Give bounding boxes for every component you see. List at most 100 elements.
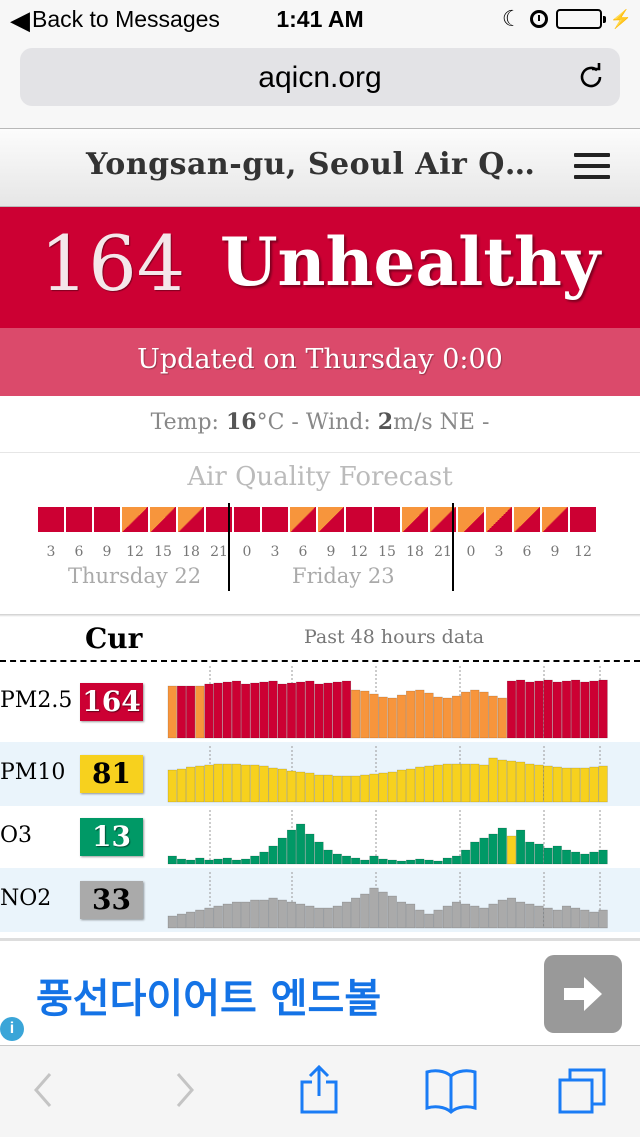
sparkline-bar <box>516 761 526 803</box>
pollutant-sparkline[interactable] <box>0 662 640 742</box>
sparkline-bar <box>580 767 590 803</box>
back-to-app-link[interactable]: ◀ Back to Messages <box>10 6 220 33</box>
sparkline-bar <box>369 693 379 739</box>
forecast-cell[interactable] <box>458 507 484 532</box>
forecast-cell[interactable] <box>262 507 288 532</box>
sparkline-bar <box>598 679 608 739</box>
sparkline-bar <box>369 855 379 865</box>
forecast-cell[interactable] <box>66 507 92 532</box>
sparkline-bar <box>525 903 535 929</box>
sparkline-bar <box>213 682 223 739</box>
forecast-title: Air Quality Forecast <box>187 462 453 492</box>
pollutant-value-box: 164 <box>80 683 143 721</box>
pollutant-value-box: 33 <box>80 881 143 919</box>
sparkline-bar <box>195 685 205 739</box>
sparkline-bar <box>571 851 581 865</box>
sparkline-bar <box>231 901 242 929</box>
ad-banner[interactable]: 풍선다이어트 엔드볼 i <box>0 938 640 1045</box>
sparkline-bar <box>461 849 471 865</box>
sparkline-bar <box>488 903 498 929</box>
forecast-cell[interactable] <box>290 507 316 532</box>
sparkline-bar <box>552 766 562 803</box>
forward-icon[interactable] <box>170 1068 198 1112</box>
sparkline-bar <box>525 841 535 865</box>
forecast-cell[interactable] <box>346 507 372 532</box>
pollutant-name: O3 <box>0 823 33 848</box>
sparkline-bar <box>406 690 416 739</box>
sparkline-bar <box>323 907 333 929</box>
sparkline-bar <box>250 899 260 929</box>
sparkline-bar <box>204 907 214 929</box>
sparkline-bar <box>387 895 397 929</box>
sparkline-bar <box>314 683 324 739</box>
forecast-hour-tick: 15 <box>378 544 396 560</box>
forecast-hour-tick: 9 <box>550 544 560 560</box>
sparkline-bar <box>286 682 297 739</box>
sparkline-bar <box>323 682 333 739</box>
sparkline-bar <box>259 681 269 739</box>
sparkline-bar <box>231 763 242 803</box>
forecast-cell[interactable] <box>38 507 64 532</box>
sparkline-bar <box>424 765 434 803</box>
sparkline-bar <box>323 774 333 803</box>
sparkline-bar <box>506 760 517 803</box>
forecast-cell[interactable] <box>374 507 400 532</box>
info-icon[interactable]: i <box>0 1017 24 1041</box>
forecast-cell[interactable] <box>94 507 120 532</box>
temp-unit: °C - <box>256 410 299 435</box>
sparkline-bar <box>314 841 324 865</box>
pollutant-sparkline[interactable] <box>0 742 640 806</box>
sparkline-bar <box>250 682 260 739</box>
wind-label: Wind: <box>305 410 371 435</box>
pollutant-sparkline[interactable] <box>0 806 640 868</box>
sparkline-bar <box>213 763 223 803</box>
forecast-cell[interactable] <box>318 507 344 532</box>
sparkline-bar <box>387 859 397 865</box>
forecast-cell[interactable] <box>234 507 260 532</box>
ad-arrow-button[interactable] <box>544 955 622 1033</box>
forecast-cell[interactable] <box>178 507 204 532</box>
sparkline-bar <box>332 853 342 865</box>
forecast-cell[interactable] <box>206 507 232 532</box>
sparkline-bar <box>378 696 388 739</box>
sparkline-bar <box>543 679 553 739</box>
sparkline-bar <box>195 765 205 803</box>
forecast-hour-tick: 6 <box>298 544 308 560</box>
sparkline-bar <box>186 766 196 803</box>
share-icon[interactable] <box>298 1064 340 1116</box>
pollutant-sparkline[interactable] <box>0 868 640 932</box>
bookmarks-icon[interactable] <box>424 1066 478 1114</box>
sparkline-bar <box>296 681 306 739</box>
sparkline-bar <box>277 768 287 803</box>
current-header: Cur <box>85 622 143 655</box>
forecast-cell[interactable] <box>570 507 596 532</box>
sparkline-bar <box>479 691 489 739</box>
forecast-cell[interactable] <box>122 507 148 532</box>
sparkline-bar <box>167 685 177 739</box>
forecast-cell[interactable] <box>150 507 176 532</box>
sparkline-bar <box>516 901 526 929</box>
tabs-icon[interactable] <box>556 1066 610 1116</box>
pollutant-row: PM2.5 164 <box>0 662 640 742</box>
aqi-value: 164 <box>40 219 186 308</box>
forecast-cell[interactable] <box>486 507 512 532</box>
hamburger-menu-icon[interactable] <box>574 153 610 179</box>
forecast-cell[interactable] <box>402 507 428 532</box>
forecast-cell[interactable] <box>542 507 568 532</box>
forecast-cell[interactable] <box>430 507 456 532</box>
reload-icon[interactable] <box>576 62 606 92</box>
sparkline-bar <box>314 907 324 929</box>
address-bar[interactable]: aqicn.org <box>20 48 620 106</box>
sparkline-bar <box>442 697 452 739</box>
sparkline-bar <box>497 899 507 929</box>
back-icon[interactable] <box>30 1068 58 1112</box>
sparkline-bar <box>598 909 608 929</box>
sparkline-bar <box>186 685 196 739</box>
sparkline-bar <box>598 849 608 865</box>
sparkline-bar <box>250 764 260 803</box>
sparkline-bar <box>561 767 572 803</box>
forecast-cell[interactable] <box>514 507 540 532</box>
sparkline-bar <box>470 841 480 865</box>
sparkline-bar <box>442 763 452 803</box>
ad-text[interactable]: 풍선다이어트 엔드볼 <box>36 976 382 1022</box>
